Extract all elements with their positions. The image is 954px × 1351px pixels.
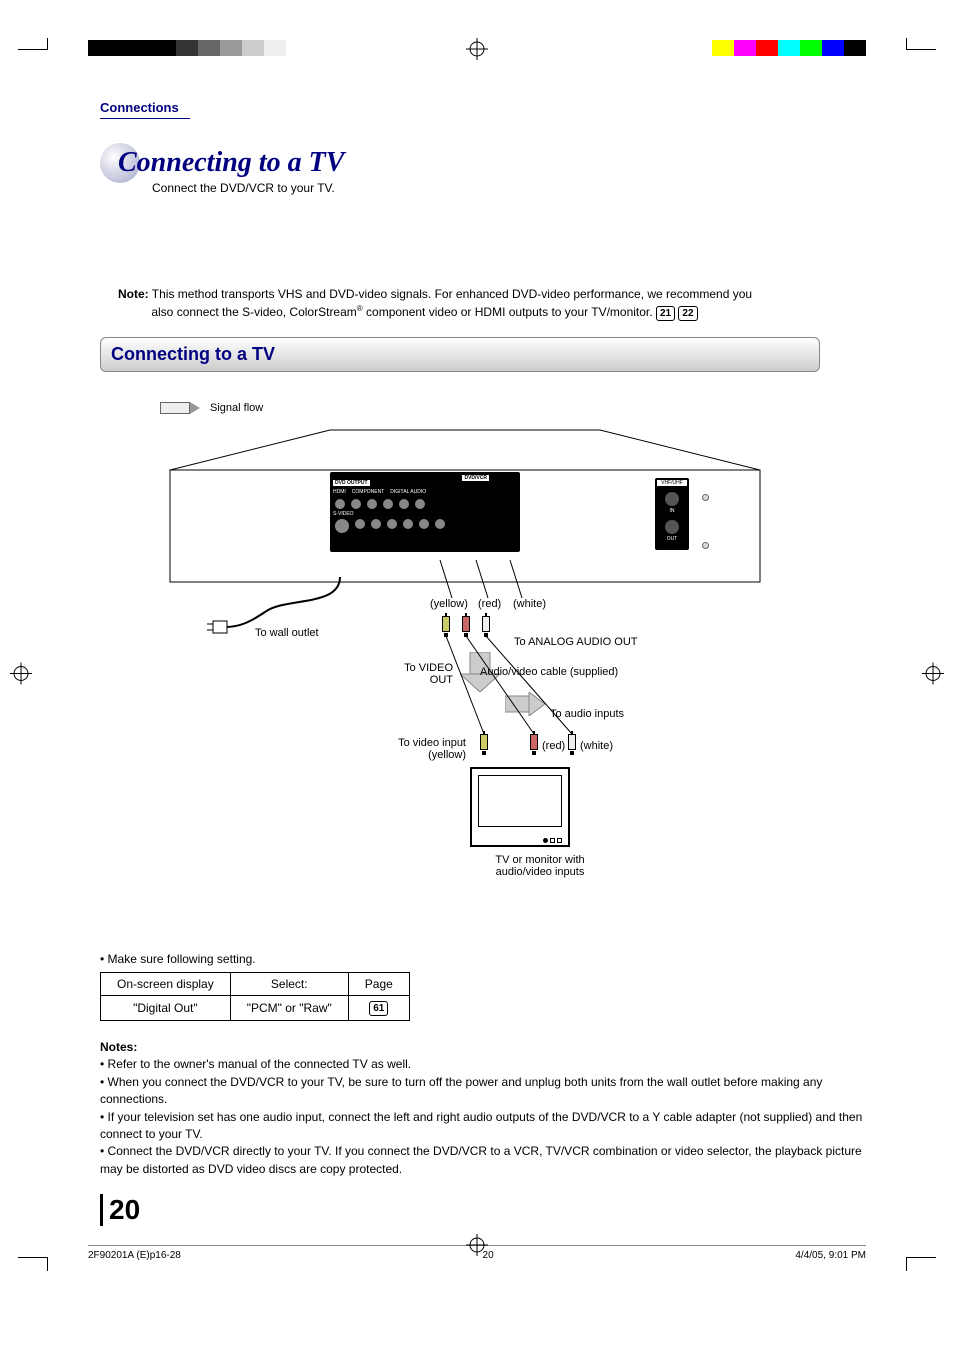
plug-white-top <box>482 616 490 632</box>
registration-mark-bottom <box>466 1234 488 1261</box>
page-ref-22: 22 <box>678 306 697 321</box>
registration-mark-right <box>922 662 944 689</box>
label-to-video-input: To video input (yellow) <box>388 737 466 761</box>
notes-block: Notes: Refer to the owner's manual of th… <box>100 1039 874 1178</box>
page-ref-21: 21 <box>656 306 675 321</box>
back-label-hdmi: HDMI <box>333 489 346 495</box>
page-title-block: Connecting to a TV Connect the DVD/VCR t… <box>100 143 874 195</box>
note-item: Refer to the owner's manual of the conne… <box>100 1056 874 1073</box>
label-red-bottom: (red) <box>542 740 565 752</box>
page-title: Connecting to a TV <box>118 143 874 179</box>
cable-lines <box>442 636 602 736</box>
page-ref-61: 61 <box>369 1001 388 1016</box>
td-page: 61 <box>348 996 409 1021</box>
page-subtitle: Connect the DVD/VCR to your TV. <box>152 181 874 195</box>
note-item: If your television set has one audio inp… <box>100 1109 874 1144</box>
antenna-panel: VHF/UHF IN OUT <box>655 478 689 550</box>
plug-red-top <box>462 616 470 632</box>
panel-heading-text: Connecting to a TV <box>111 344 275 364</box>
tv-icon <box>470 767 570 847</box>
make-sure-text: • Make sure following setting. <box>100 952 874 966</box>
note-body-1: This method transports VHS and DVD-video… <box>152 287 752 301</box>
footer-date: 4/4/05, 9:01 PM <box>795 1250 866 1261</box>
signal-flow-label: Signal flow <box>210 402 263 414</box>
crop-mark-br <box>906 1257 936 1271</box>
note-line: Note: This method transports VHS and DVD… <box>118 285 874 321</box>
notes-heading: Notes: <box>100 1039 874 1056</box>
section-label: Connections <box>100 100 190 119</box>
device-back-panel: DVD OUTPUT DVD/VCR HDMI COMPONENT DIGITA… <box>330 472 520 552</box>
note-body-2b: component video or HDMI outputs to your … <box>363 305 653 319</box>
settings-table: On-screen display Select: Page "Digital … <box>100 972 410 1021</box>
th-select: Select: <box>230 973 348 996</box>
crop-marks-top <box>0 38 954 68</box>
label-to-wall: To wall outlet <box>255 627 319 639</box>
screw-icon <box>702 542 709 549</box>
note-item: When you connect the DVD/VCR to your TV,… <box>100 1074 874 1109</box>
note-label: Note: <box>118 287 149 301</box>
plug-red-bottom <box>530 734 538 750</box>
signal-flow-arrow-icon <box>190 402 200 414</box>
footer-file: 2F90201A (E)p16-28 <box>88 1250 181 1261</box>
lead-lines <box>430 560 550 600</box>
label-tv: TV or monitor with audio/video inputs <box>480 854 600 878</box>
plug-yellow-bottom <box>480 734 488 750</box>
panel-heading: Connecting to a TV <box>100 337 820 372</box>
td-select: "PCM" or "Raw" <box>230 996 348 1021</box>
back-label-vhfuhf: VHF/UHF <box>657 480 687 486</box>
plug-white-bottom <box>568 734 576 750</box>
registration-mark-left <box>10 662 32 689</box>
page-number: 20 <box>100 1194 140 1226</box>
td-display: "Digital Out" <box>101 996 231 1021</box>
th-page: Page <box>348 973 409 996</box>
back-label-dvdvcr: DVD/VCR <box>462 475 489 481</box>
back-label-in: IN <box>655 508 689 514</box>
notes-list: Refer to the owner's manual of the conne… <box>100 1056 874 1178</box>
connection-diagram: Signal flow DVD OUTPUT DVD/VCR HDMI COMP… <box>100 402 820 892</box>
note-body-2: also connect the S-video, ColorStream <box>151 305 356 319</box>
back-label-dvd-output: DVD OUTPUT <box>333 480 370 486</box>
settings-block: • Make sure following setting. On-screen… <box>100 952 874 1178</box>
th-display: On-screen display <box>101 973 231 996</box>
back-label-digital-audio: DIGITAL AUDIO <box>390 489 426 495</box>
screw-icon <box>702 494 709 501</box>
label-white-bottom: (white) <box>580 740 613 752</box>
signal-flow-icon <box>160 402 190 414</box>
plug-yellow-top <box>442 616 450 632</box>
note-item: Connect the DVD/VCR directly to your TV.… <box>100 1143 874 1178</box>
back-label-component: COMPONENT <box>352 489 385 495</box>
registration-mark-top <box>466 38 488 65</box>
crop-mark-bl <box>18 1257 48 1271</box>
back-label-out: OUT <box>655 536 689 542</box>
